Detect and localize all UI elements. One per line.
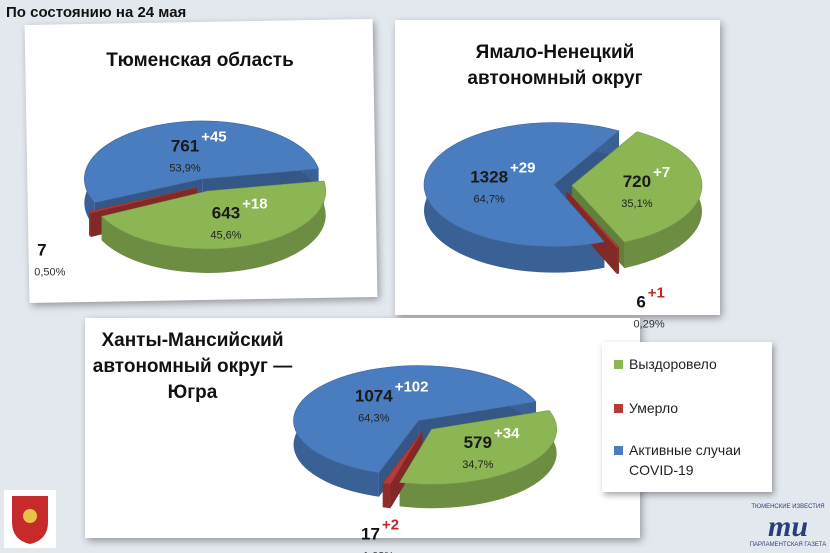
legend-item: Выздоровело [614, 354, 764, 374]
slice-side [616, 247, 620, 274]
logo-bottom: ПАРЛАМЕНТСКАЯ ГАЗЕТА [750, 542, 827, 548]
legend-label: Умерло [629, 400, 679, 416]
percent-label: 35,1% [621, 198, 652, 210]
header-title: По состоянию на 24 мая [6, 4, 187, 21]
chart-title: Ханты-Мансийский автономный округ — Югра [92, 330, 293, 403]
slice-side [382, 431, 423, 508]
slice-side [399, 410, 557, 509]
slice [84, 120, 319, 204]
legend-swatch [614, 404, 623, 413]
percent-label: 0,50% [34, 266, 65, 278]
logo: ТЮМЕНСКИЕ ИЗВЕСТИЯ ти ПАРЛАМЕНТСКАЯ ГАЗЕ… [750, 504, 827, 548]
percent-label: 1,02% [363, 550, 394, 553]
slice [571, 131, 703, 243]
percent-label: 45,6% [210, 230, 241, 242]
legend-label: Активные случаи COVID-19 [629, 442, 741, 478]
change-label: +102 [395, 378, 429, 395]
logo-top: ТЮМЕНСКИЕ ИЗВЕСТИЯ [751, 504, 824, 510]
change-label: +2 [382, 516, 399, 533]
slice [293, 365, 537, 474]
change-label: +34 [494, 425, 520, 442]
change-label: +18 [242, 196, 267, 213]
value-label: 579 [464, 433, 492, 452]
value-label: 720 [623, 172, 651, 191]
value-label: 7 [37, 240, 46, 259]
slice [399, 410, 557, 485]
emblem-eagle [23, 509, 37, 523]
chart-title: Тюменская область [106, 50, 294, 71]
chart-title: Ямало-Ненецкий автономный округ [467, 42, 643, 89]
slice [566, 190, 620, 249]
legend-label: Выздоровело [629, 356, 717, 372]
slice [101, 180, 327, 250]
value-label: 761 [171, 136, 199, 155]
slice-side [101, 180, 326, 273]
percent-label: 0,29% [633, 318, 664, 330]
percent-label: 64,7% [474, 194, 505, 206]
change-label: +29 [510, 160, 535, 177]
value-label: 17 [361, 524, 380, 543]
value-label: 643 [212, 204, 240, 223]
pie: 579 34,7% +34 17 1,02% +2 1074 64,3% +102 [293, 365, 557, 553]
value-label: 6 [636, 292, 645, 311]
change-label: +7 [653, 164, 670, 181]
pie: 720 35,1% +7 6 0,29% +1 1328 64,7% +29 [423, 122, 703, 330]
logo-mark: ти [768, 510, 808, 543]
legend-swatch [614, 446, 623, 455]
slice-side [382, 483, 391, 509]
legend-swatch [614, 360, 623, 369]
slice-side [89, 211, 91, 238]
legend-item: Умерло [614, 398, 764, 418]
slice [88, 187, 197, 214]
slice [423, 122, 620, 247]
change-label: +1 [648, 284, 665, 301]
value-label: 1328 [470, 168, 508, 187]
value-label: 1074 [355, 386, 393, 405]
percent-label: 34,7% [462, 459, 493, 471]
slice [382, 430, 423, 485]
percent-label: 64,3% [358, 412, 389, 424]
pie: 643 45,6% +18 7 0,50% 761 53,9% +45 [34, 120, 327, 278]
percent-label: 53,9% [169, 162, 200, 174]
legend: Выздоровело Умерло Активные случаи COVID… [602, 342, 772, 492]
change-label: +45 [201, 128, 226, 145]
emblem [4, 490, 56, 548]
legend-item: Активные случаи COVID-19 [614, 440, 764, 480]
